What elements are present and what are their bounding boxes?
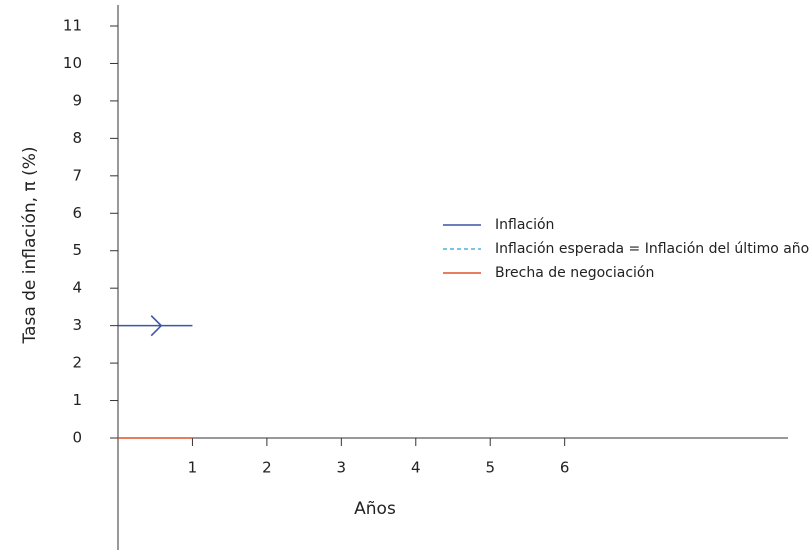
y-tick-label: 11 <box>63 17 82 35</box>
y-tick-label: 5 <box>72 241 82 259</box>
y-tick-label: 9 <box>72 91 82 109</box>
x-tick-label: 4 <box>411 459 421 477</box>
legend-label: Brecha de negociación <box>495 265 654 281</box>
x-tick-label: 6 <box>560 459 570 477</box>
y-tick-label: 4 <box>72 279 82 297</box>
legend-label: Inflación esperada = Inflación del últim… <box>495 241 809 257</box>
y-tick-label: 7 <box>72 166 82 184</box>
y-tick-label: 2 <box>72 354 82 372</box>
legend-label: Inflación <box>495 217 554 233</box>
y-tick-label: 1 <box>72 391 82 409</box>
y-tick-label: 0 <box>72 429 82 447</box>
x-axis-label: Años <box>354 499 396 519</box>
x-tick-label: 1 <box>188 459 198 477</box>
direction-arrow <box>150 315 163 337</box>
x-tick-label: 3 <box>337 459 347 477</box>
y-tick-label: 8 <box>72 129 82 147</box>
x-tick-label: 2 <box>262 459 272 477</box>
y-tick-label: 3 <box>72 316 82 334</box>
y-axis-label: Tasa de inflación, π (%) <box>20 146 40 344</box>
x-tick-label: 5 <box>485 459 495 477</box>
y-tick-label: 6 <box>72 204 82 222</box>
y-tick-label: 10 <box>63 54 82 72</box>
